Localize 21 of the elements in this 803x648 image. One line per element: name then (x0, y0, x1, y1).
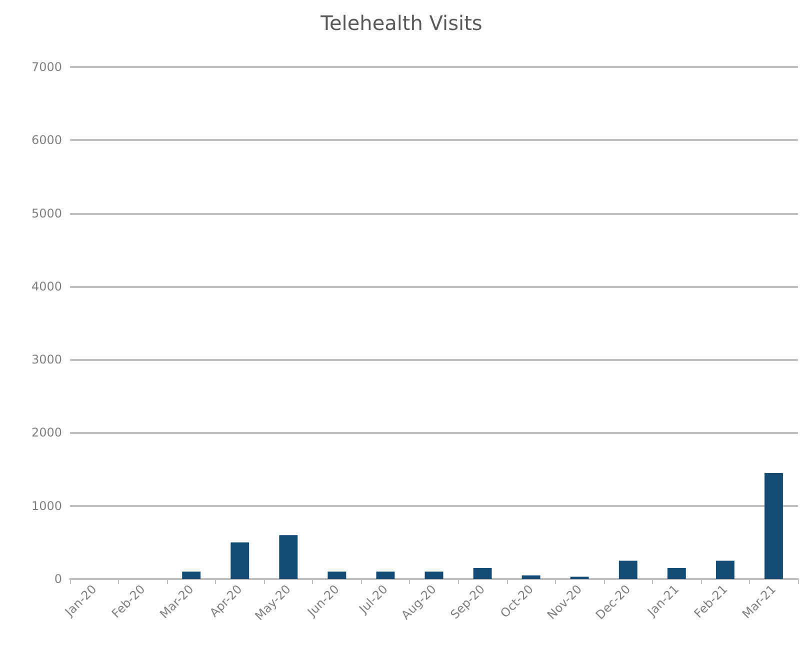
y-tick-label: 0 (54, 572, 62, 586)
bar (328, 572, 346, 579)
bar (764, 472, 783, 579)
bar (279, 535, 298, 579)
y-tick-label: 1000 (31, 498, 62, 513)
bar (182, 572, 201, 579)
bar (522, 575, 540, 579)
bar (376, 572, 395, 579)
bar (230, 542, 250, 579)
y-tick-label: 3000 (31, 352, 62, 367)
bar (667, 568, 686, 579)
bar (716, 560, 734, 579)
bar (424, 572, 444, 579)
y-tick-label: 4000 (31, 279, 62, 294)
y-tick-label: 7000 (31, 60, 62, 74)
y-tick-label: 5000 (31, 206, 62, 220)
bar (473, 568, 492, 579)
y-tick-label: 2000 (31, 426, 62, 440)
bar (618, 560, 638, 579)
chart-title: Telehealth Visits (320, 11, 482, 35)
y-tick-label: 6000 (31, 133, 62, 148)
